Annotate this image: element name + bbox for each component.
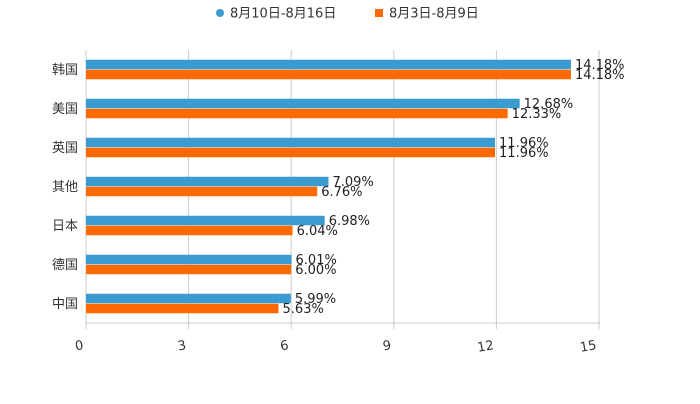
- data-label: 14.18%: [575, 68, 625, 83]
- category-label: 美国: [52, 102, 78, 117]
- data-label: 12.33%: [512, 107, 562, 122]
- legend-marker-series-1: [216, 9, 224, 17]
- bar-series-2: [86, 264, 292, 275]
- x-tick-label: 0: [74, 338, 85, 354]
- data-label: 6.04%: [297, 224, 338, 239]
- category-label: 英国: [52, 141, 78, 156]
- bar-series-2: [86, 147, 496, 158]
- x-tick-label: 6: [279, 338, 290, 354]
- legend-marker-series-2: [375, 9, 383, 17]
- category-label: 德国: [52, 258, 78, 273]
- bar-series-2: [86, 303, 279, 314]
- bar-series-1: [86, 215, 325, 226]
- data-label: 14.18%: [575, 58, 625, 73]
- x-tick-label: 3: [177, 338, 188, 354]
- bar-series-1: [86, 59, 571, 70]
- legend-label: 8月3日-8月9日: [389, 7, 479, 22]
- category-label: 韩国: [52, 63, 78, 78]
- data-label: 11.96%: [499, 136, 549, 151]
- data-label: 6.00%: [295, 263, 336, 278]
- data-label: 6.98%: [329, 214, 370, 229]
- data-label: 5.99%: [295, 292, 336, 307]
- bar-series-1: [86, 98, 520, 109]
- data-label: 5.63%: [283, 302, 324, 317]
- bar-series-1: [86, 137, 496, 148]
- bar-series-1: [86, 254, 292, 265]
- data-label: 12.68%: [524, 97, 574, 112]
- category-label: 中国: [52, 297, 78, 312]
- bar-series-1: [86, 293, 291, 304]
- category-label: 其他: [52, 180, 78, 195]
- bar-series-2: [86, 108, 508, 119]
- x-tick-label: 9: [382, 338, 393, 354]
- bar-series-2: [86, 225, 293, 236]
- x-tick-label: 15: [579, 338, 598, 356]
- data-label: 7.09%: [332, 175, 373, 190]
- data-label: 6.76%: [321, 185, 362, 200]
- bar-series-2: [86, 69, 571, 80]
- data-label: 6.01%: [296, 253, 337, 268]
- bar-series-1: [86, 176, 329, 187]
- data-label: 11.96%: [499, 146, 549, 161]
- legend-label: 8月10日-8月16日: [230, 7, 336, 22]
- x-tick-label: 12: [476, 338, 495, 356]
- bar-series-2: [86, 186, 318, 197]
- category-label: 日本: [52, 219, 78, 234]
